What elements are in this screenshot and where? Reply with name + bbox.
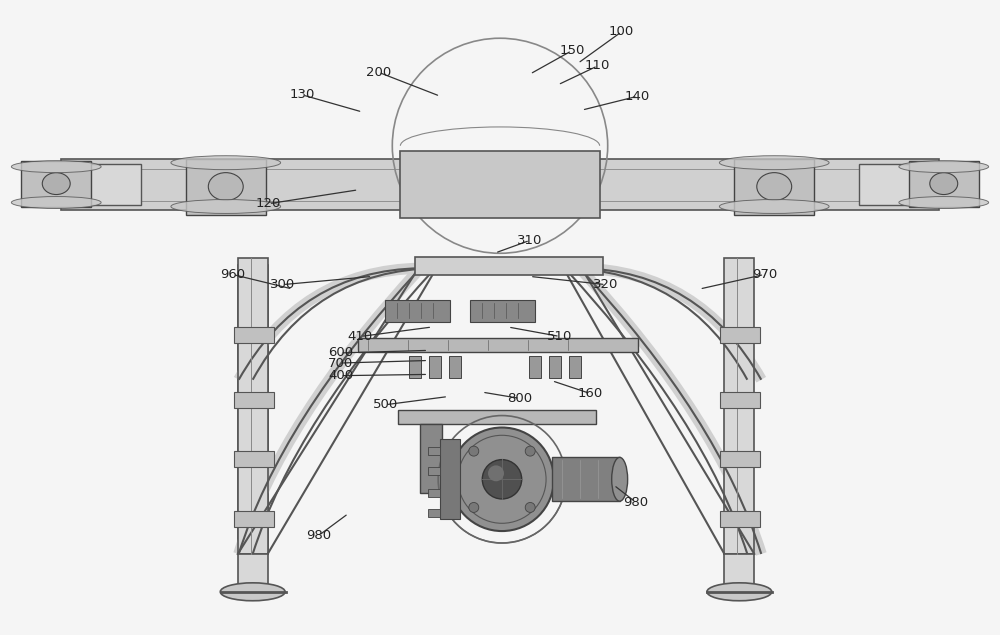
Bar <box>420 424 442 493</box>
Text: 300: 300 <box>270 278 295 291</box>
Text: 510: 510 <box>547 330 573 343</box>
Bar <box>415 257 603 275</box>
Bar <box>409 356 421 378</box>
Text: 200: 200 <box>366 65 391 79</box>
Text: 130: 130 <box>290 88 315 102</box>
Bar <box>569 356 581 378</box>
Text: 400: 400 <box>328 369 353 382</box>
Bar <box>449 356 461 378</box>
Text: 700: 700 <box>328 356 353 370</box>
Bar <box>61 164 141 206</box>
Text: 500: 500 <box>373 398 398 411</box>
Bar <box>720 511 760 527</box>
Bar <box>440 439 460 519</box>
Bar <box>234 327 274 343</box>
Bar <box>234 392 274 408</box>
Ellipse shape <box>719 199 829 213</box>
Ellipse shape <box>11 196 101 208</box>
Bar <box>398 410 596 424</box>
Circle shape <box>469 502 479 512</box>
Text: 120: 120 <box>256 197 281 210</box>
Bar <box>552 457 620 501</box>
Text: 600: 600 <box>328 347 353 359</box>
Ellipse shape <box>899 161 989 173</box>
Text: 100: 100 <box>609 25 634 38</box>
Bar <box>385 300 450 322</box>
Circle shape <box>525 502 535 512</box>
Ellipse shape <box>719 156 829 170</box>
Text: 800: 800 <box>507 392 533 405</box>
Text: 960: 960 <box>220 268 245 281</box>
Text: 410: 410 <box>348 330 373 343</box>
Circle shape <box>525 446 535 456</box>
Circle shape <box>482 460 522 499</box>
Ellipse shape <box>171 156 281 170</box>
Ellipse shape <box>899 196 989 208</box>
Bar <box>61 159 939 210</box>
Bar <box>720 392 760 408</box>
Text: 110: 110 <box>585 60 610 72</box>
Bar <box>724 258 754 554</box>
Bar <box>238 258 268 554</box>
Bar <box>186 159 266 215</box>
Text: 970: 970 <box>752 268 777 281</box>
Ellipse shape <box>707 583 772 601</box>
Ellipse shape <box>757 173 792 201</box>
Bar <box>234 451 274 467</box>
Bar <box>238 265 268 554</box>
Bar <box>734 159 814 215</box>
Ellipse shape <box>11 161 101 173</box>
Bar <box>720 327 760 343</box>
Text: 150: 150 <box>559 44 584 57</box>
Bar <box>429 356 441 378</box>
Text: 320: 320 <box>593 278 618 291</box>
Bar <box>358 338 638 352</box>
Ellipse shape <box>42 173 70 194</box>
Ellipse shape <box>208 173 243 201</box>
Bar <box>724 554 754 589</box>
Bar <box>720 451 760 467</box>
Bar <box>234 511 274 527</box>
Ellipse shape <box>612 457 628 501</box>
Circle shape <box>450 427 554 531</box>
Bar <box>529 356 541 378</box>
Ellipse shape <box>930 173 958 194</box>
Bar <box>859 164 939 206</box>
Bar <box>21 161 91 208</box>
Bar <box>428 448 440 455</box>
Bar <box>400 150 600 218</box>
Text: 980: 980 <box>306 529 331 542</box>
Text: 140: 140 <box>625 90 650 103</box>
Bar <box>428 509 440 517</box>
Circle shape <box>469 446 479 456</box>
Text: 980: 980 <box>623 495 648 509</box>
Bar <box>428 467 440 476</box>
Ellipse shape <box>220 583 285 601</box>
Bar <box>470 300 535 322</box>
Bar <box>909 161 979 208</box>
Bar <box>549 356 561 378</box>
Circle shape <box>488 465 504 481</box>
Text: 160: 160 <box>577 387 602 400</box>
Text: 310: 310 <box>517 234 543 247</box>
Bar <box>238 554 268 589</box>
Bar <box>428 489 440 497</box>
Ellipse shape <box>171 199 281 213</box>
